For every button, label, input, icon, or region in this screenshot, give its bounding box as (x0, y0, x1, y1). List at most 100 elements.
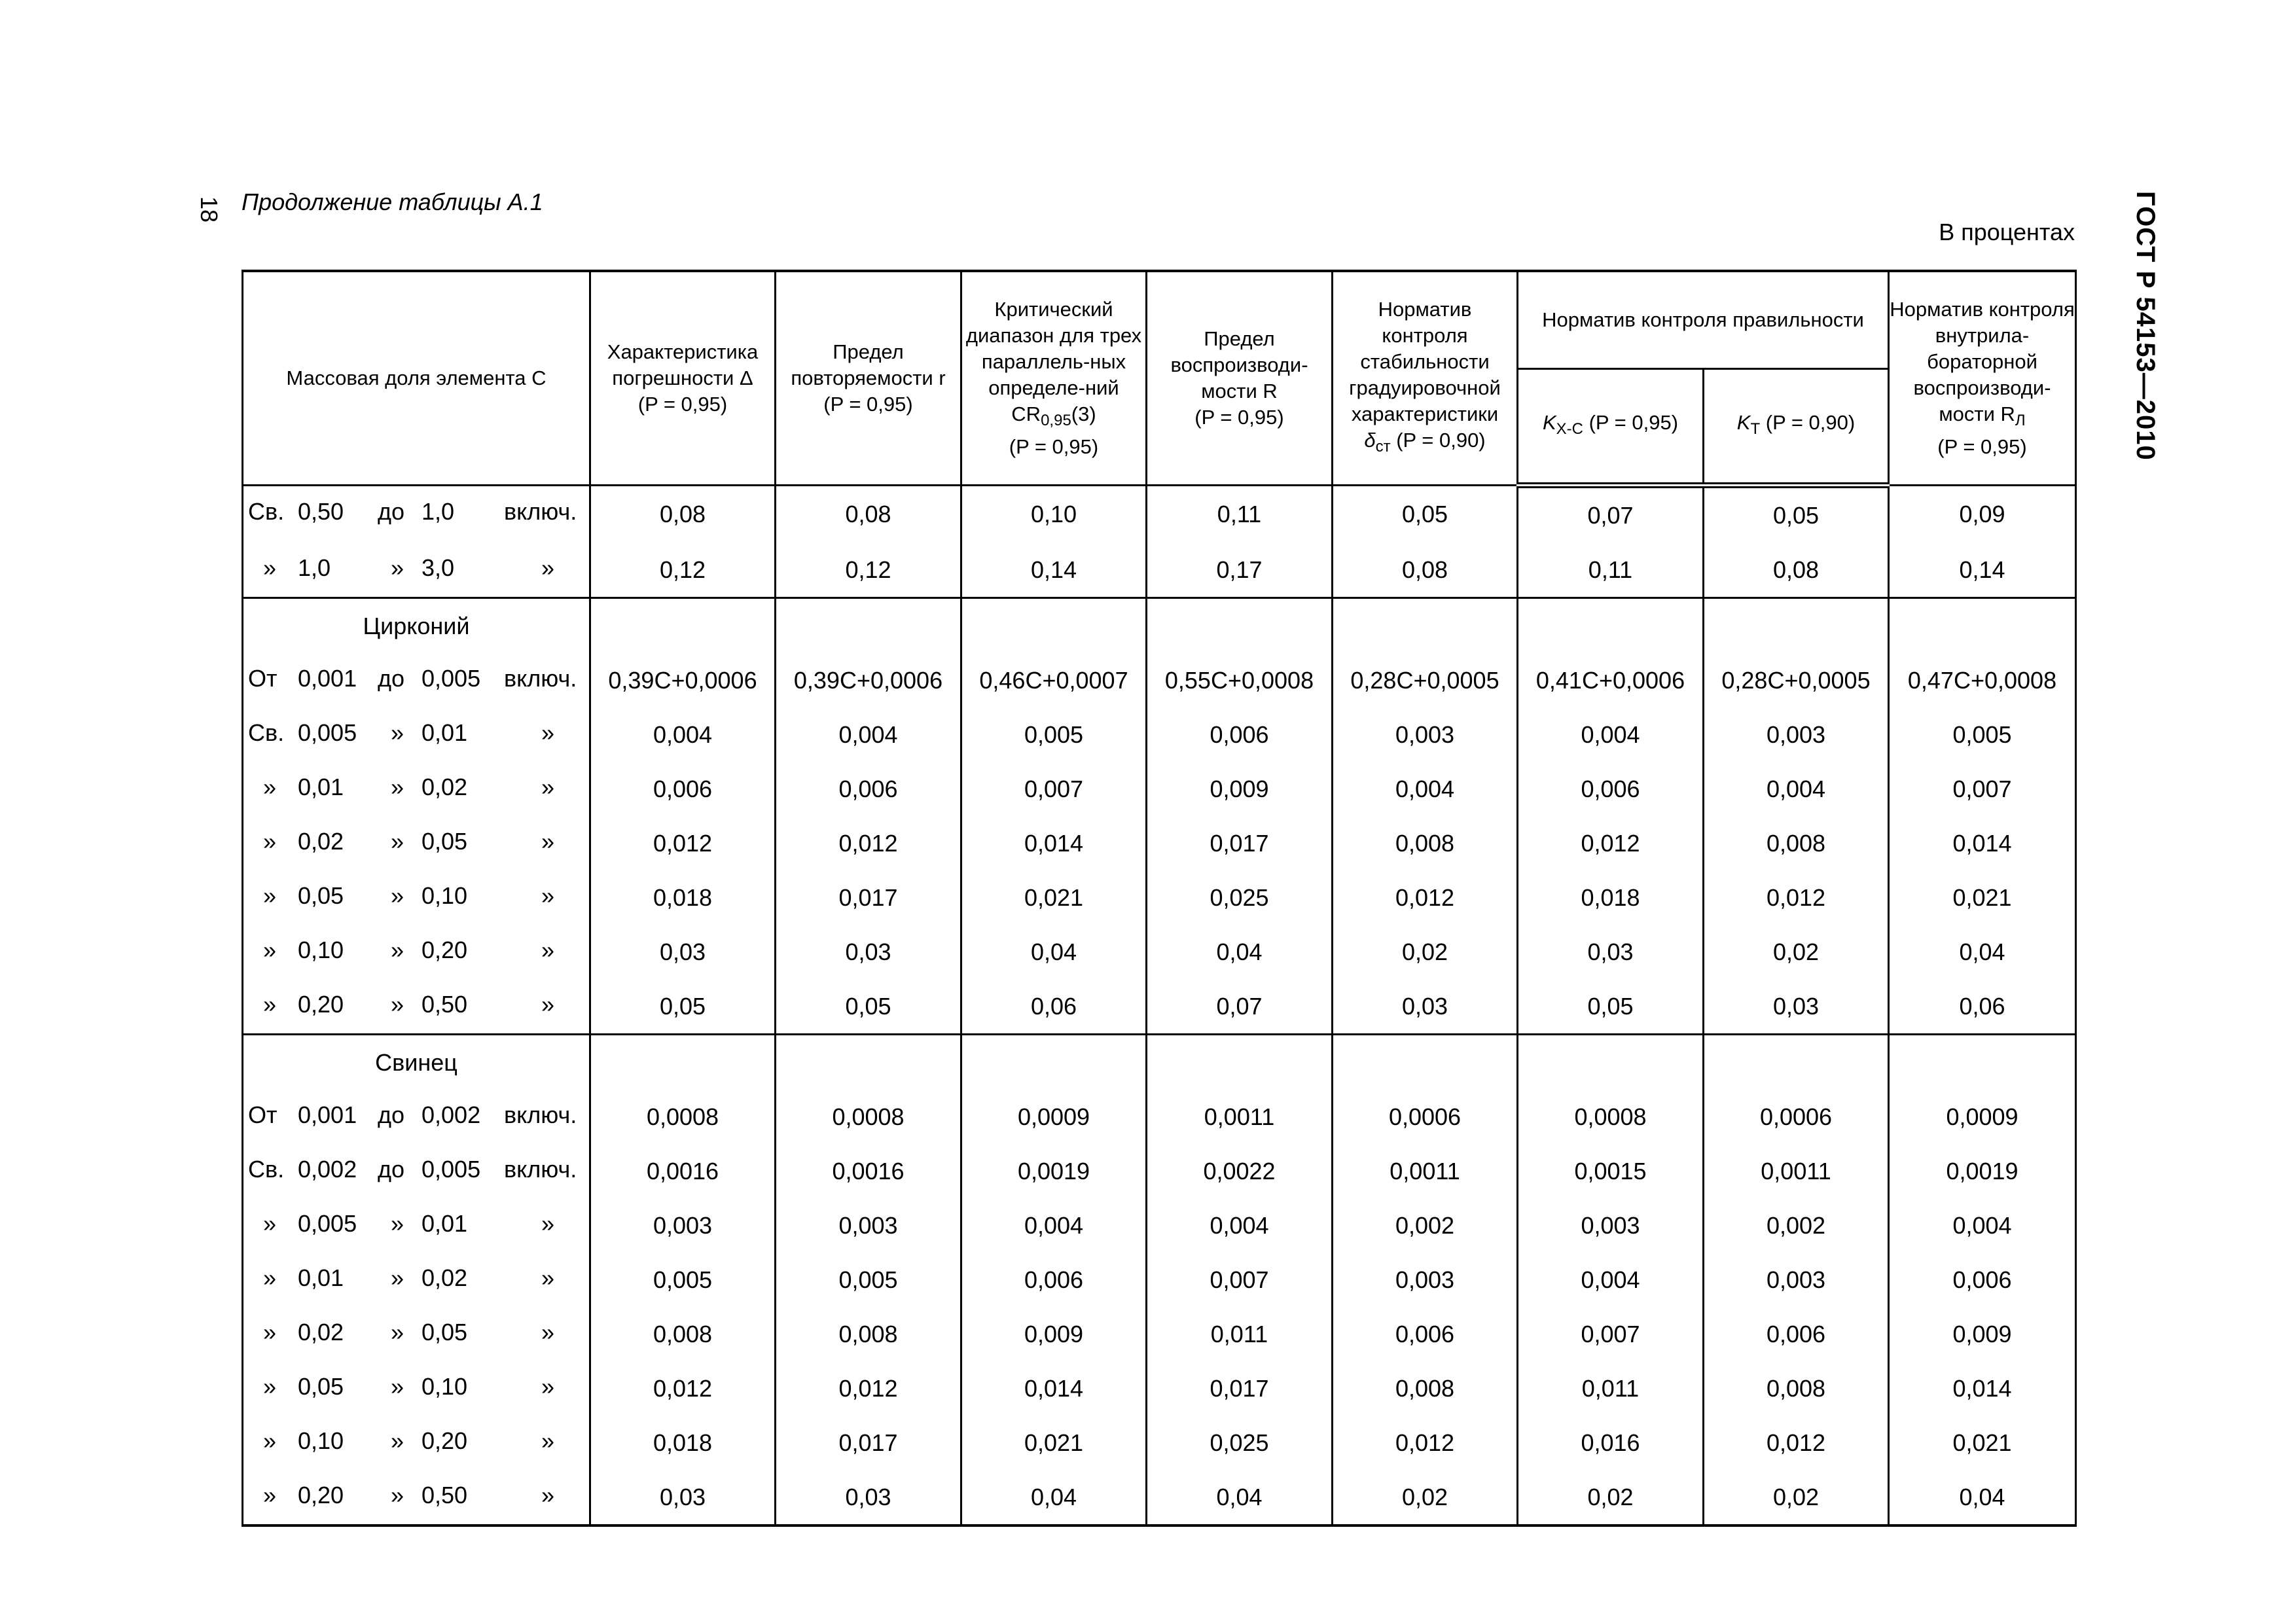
table-row: » 1,0» 3,0» 0,12 0,12 0,14 0,17 0,08 0,11 0,08 0,1… (242, 543, 2077, 598)
empty-cell (774, 597, 962, 653)
value-reproducibility: 0,006 (1145, 707, 1333, 762)
range-suffix: » (541, 1210, 555, 1237)
header-subscript: Л (2015, 412, 2026, 430)
value-stability: 0,08 (1331, 543, 1518, 598)
range-from: 0,10 (298, 936, 344, 963)
value-stability: 0,008 (1331, 816, 1518, 870)
header-probability: (P = 0,95) (1194, 406, 1284, 429)
table-row: » 0,20» 0,50» 0,05 0,05 0,06 0,07 0,03 0,05 0,03 0… (242, 979, 2077, 1035)
value-error: 0,018 (589, 1416, 776, 1470)
value-stability: 0,003 (1331, 1253, 1518, 1307)
range-to-word: » (391, 1482, 404, 1508)
header-calibration-stability: Норматив контроля стабильности градуиров… (1331, 270, 1518, 486)
element-name: Цирконий (242, 597, 591, 653)
value-intralab: 0,0009 (1888, 1090, 2077, 1144)
empty-cell (960, 1033, 1147, 1090)
value-intralab: 0,09 (1888, 485, 2077, 543)
value-stability: 0,0011 (1331, 1144, 1518, 1198)
range-to-word: » (391, 828, 404, 855)
range-to-word: » (391, 719, 404, 746)
value-error: 0,03 (589, 925, 776, 979)
table-row: » 0,01» 0,02» 0,006 0,006 0,007 0,009 0,004 0,00… (242, 762, 2077, 816)
value-critical-range: 0,46C+0,0007 (960, 653, 1147, 707)
value-reproducibility: 0,011 (1145, 1307, 1333, 1361)
value-repeatability: 0,03 (774, 1470, 962, 1527)
range-to-word: » (391, 554, 404, 581)
value-reproducibility: 0,04 (1145, 925, 1333, 979)
value-intralab: 0,007 (1888, 762, 2077, 816)
value-repeatability: 0,08 (774, 485, 962, 543)
range-to: 0,005 (422, 665, 481, 692)
value-error: 0,018 (589, 870, 776, 925)
value-critical-range: 0,004 (960, 1198, 1147, 1253)
range-suffix: включ. (504, 665, 577, 692)
value-repeatability: 0,05 (774, 979, 962, 1035)
value-intralab: 0,021 (1888, 870, 2077, 925)
range-prefix: » (263, 774, 277, 800)
value-repeatability: 0,39C+0,0006 (774, 653, 962, 707)
value-k-t: 0,008 (1702, 816, 1890, 870)
range-cell: » 0,05 » 0,10 » (242, 870, 591, 925)
value-intralab: 0,04 (1888, 925, 2077, 979)
value-repeatability: 0,0008 (774, 1090, 962, 1144)
range-suffix: » (541, 1427, 555, 1454)
page-number: 18 (196, 196, 223, 223)
header-reproducibility-limit: Предел воспроизводи-мости R (P = 0,95) (1145, 270, 1333, 486)
value-repeatability: 0,008 (774, 1307, 962, 1361)
value-repeatability: 0,006 (774, 762, 962, 816)
value-intralab: 0,014 (1888, 816, 2077, 870)
value-k-xc: 0,41C+0,0006 (1516, 653, 1704, 707)
value-critical-range: 0,014 (960, 1361, 1147, 1416)
value-repeatability: 0,012 (774, 1361, 962, 1416)
value-critical-range: 0,014 (960, 816, 1147, 870)
value-k-xc: 0,018 (1516, 870, 1704, 925)
range-suffix: » (541, 936, 555, 963)
empty-cell (1331, 1033, 1518, 1090)
table-row: От 0,001 до 0,005 включ. 0,39C+0,0006 0,39C+0,… (242, 653, 2077, 707)
table-caption: Продолжение таблицы А.1 (242, 188, 543, 215)
value-intralab: 0,06 (1888, 979, 2077, 1035)
header-intralab-reproducibility: Норматив контроля внутрила-бораторной во… (1888, 270, 2077, 486)
range-cell: » 0,10 » 0,20 » (242, 1416, 591, 1470)
header-text: Норматив контроля внутрила-бораторной во… (1890, 297, 2075, 425)
range-cell: » 0,10 » 0,20 » (242, 925, 591, 979)
empty-cell (1702, 1033, 1890, 1090)
value-error: 0,08 (589, 485, 776, 543)
range-cell: От 0,001 до 0,005 включ. (242, 653, 591, 707)
empty-cell (1888, 1033, 2077, 1090)
table-row: » 0,05» 0,10» 0,018 0,017 0,021 0,025 0,012 0,01… (242, 870, 2077, 925)
range-to-word: » (391, 936, 404, 963)
value-k-xc: 0,0008 (1516, 1090, 1704, 1144)
range-cell: Св. 0,002 до 0,005 включ. (242, 1144, 591, 1198)
empty-cell (1145, 597, 1333, 653)
value-critical-range: 0,04 (960, 925, 1147, 979)
range-prefix: » (263, 1264, 277, 1291)
table-row: » 0,20» 0,50» 0,03 0,03 0,04 0,04 0,02 0,02 0,02 0… (242, 1470, 2077, 1527)
range-from: 0,005 (298, 719, 357, 746)
header-probability: (P = 0,90) (1765, 410, 1856, 434)
value-reproducibility: 0,007 (1145, 1253, 1333, 1307)
value-k-xc: 0,004 (1516, 1253, 1704, 1307)
header-critical-range: Критический диапазон для трех параллель-… (960, 270, 1147, 486)
value-stability: 0,012 (1331, 870, 1518, 925)
value-k-t: 0,08 (1702, 543, 1890, 598)
value-critical-range: 0,06 (960, 979, 1147, 1035)
header-symbol: K (1736, 410, 1751, 434)
range-prefix: » (263, 1482, 277, 1508)
range-cell: От 0,001 до 0,002 включ. (242, 1090, 591, 1144)
empty-cell (589, 597, 776, 653)
header-probability: (P = 0,95) (637, 393, 728, 416)
value-critical-range: 0,10 (960, 485, 1147, 543)
value-stability: 0,008 (1331, 1361, 1518, 1416)
range-to-word: » (391, 882, 404, 909)
value-intralab: 0,009 (1888, 1307, 2077, 1361)
empty-cell (1702, 597, 1890, 653)
value-repeatability: 0,0016 (774, 1144, 962, 1198)
range-suffix: » (541, 1373, 555, 1400)
value-critical-range: 0,0009 (960, 1090, 1147, 1144)
range-to-word: до (378, 1156, 405, 1183)
value-stability: 0,02 (1331, 925, 1518, 979)
range-cell: Св. 0,005 » 0,01 » (242, 707, 591, 762)
range-from: 0,20 (298, 1482, 344, 1508)
value-critical-range: 0,021 (960, 1416, 1147, 1470)
